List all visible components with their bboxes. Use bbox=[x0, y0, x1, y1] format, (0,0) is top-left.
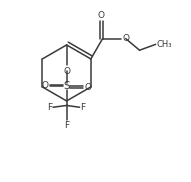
Text: O: O bbox=[98, 11, 105, 20]
Text: O: O bbox=[42, 81, 49, 90]
Text: F: F bbox=[64, 121, 69, 130]
Text: O: O bbox=[122, 34, 129, 43]
Text: F: F bbox=[47, 103, 52, 112]
Text: O: O bbox=[63, 67, 70, 76]
Text: CH₃: CH₃ bbox=[157, 40, 172, 49]
Text: O: O bbox=[84, 83, 91, 92]
Text: F: F bbox=[81, 103, 86, 112]
Text: S: S bbox=[63, 82, 70, 92]
